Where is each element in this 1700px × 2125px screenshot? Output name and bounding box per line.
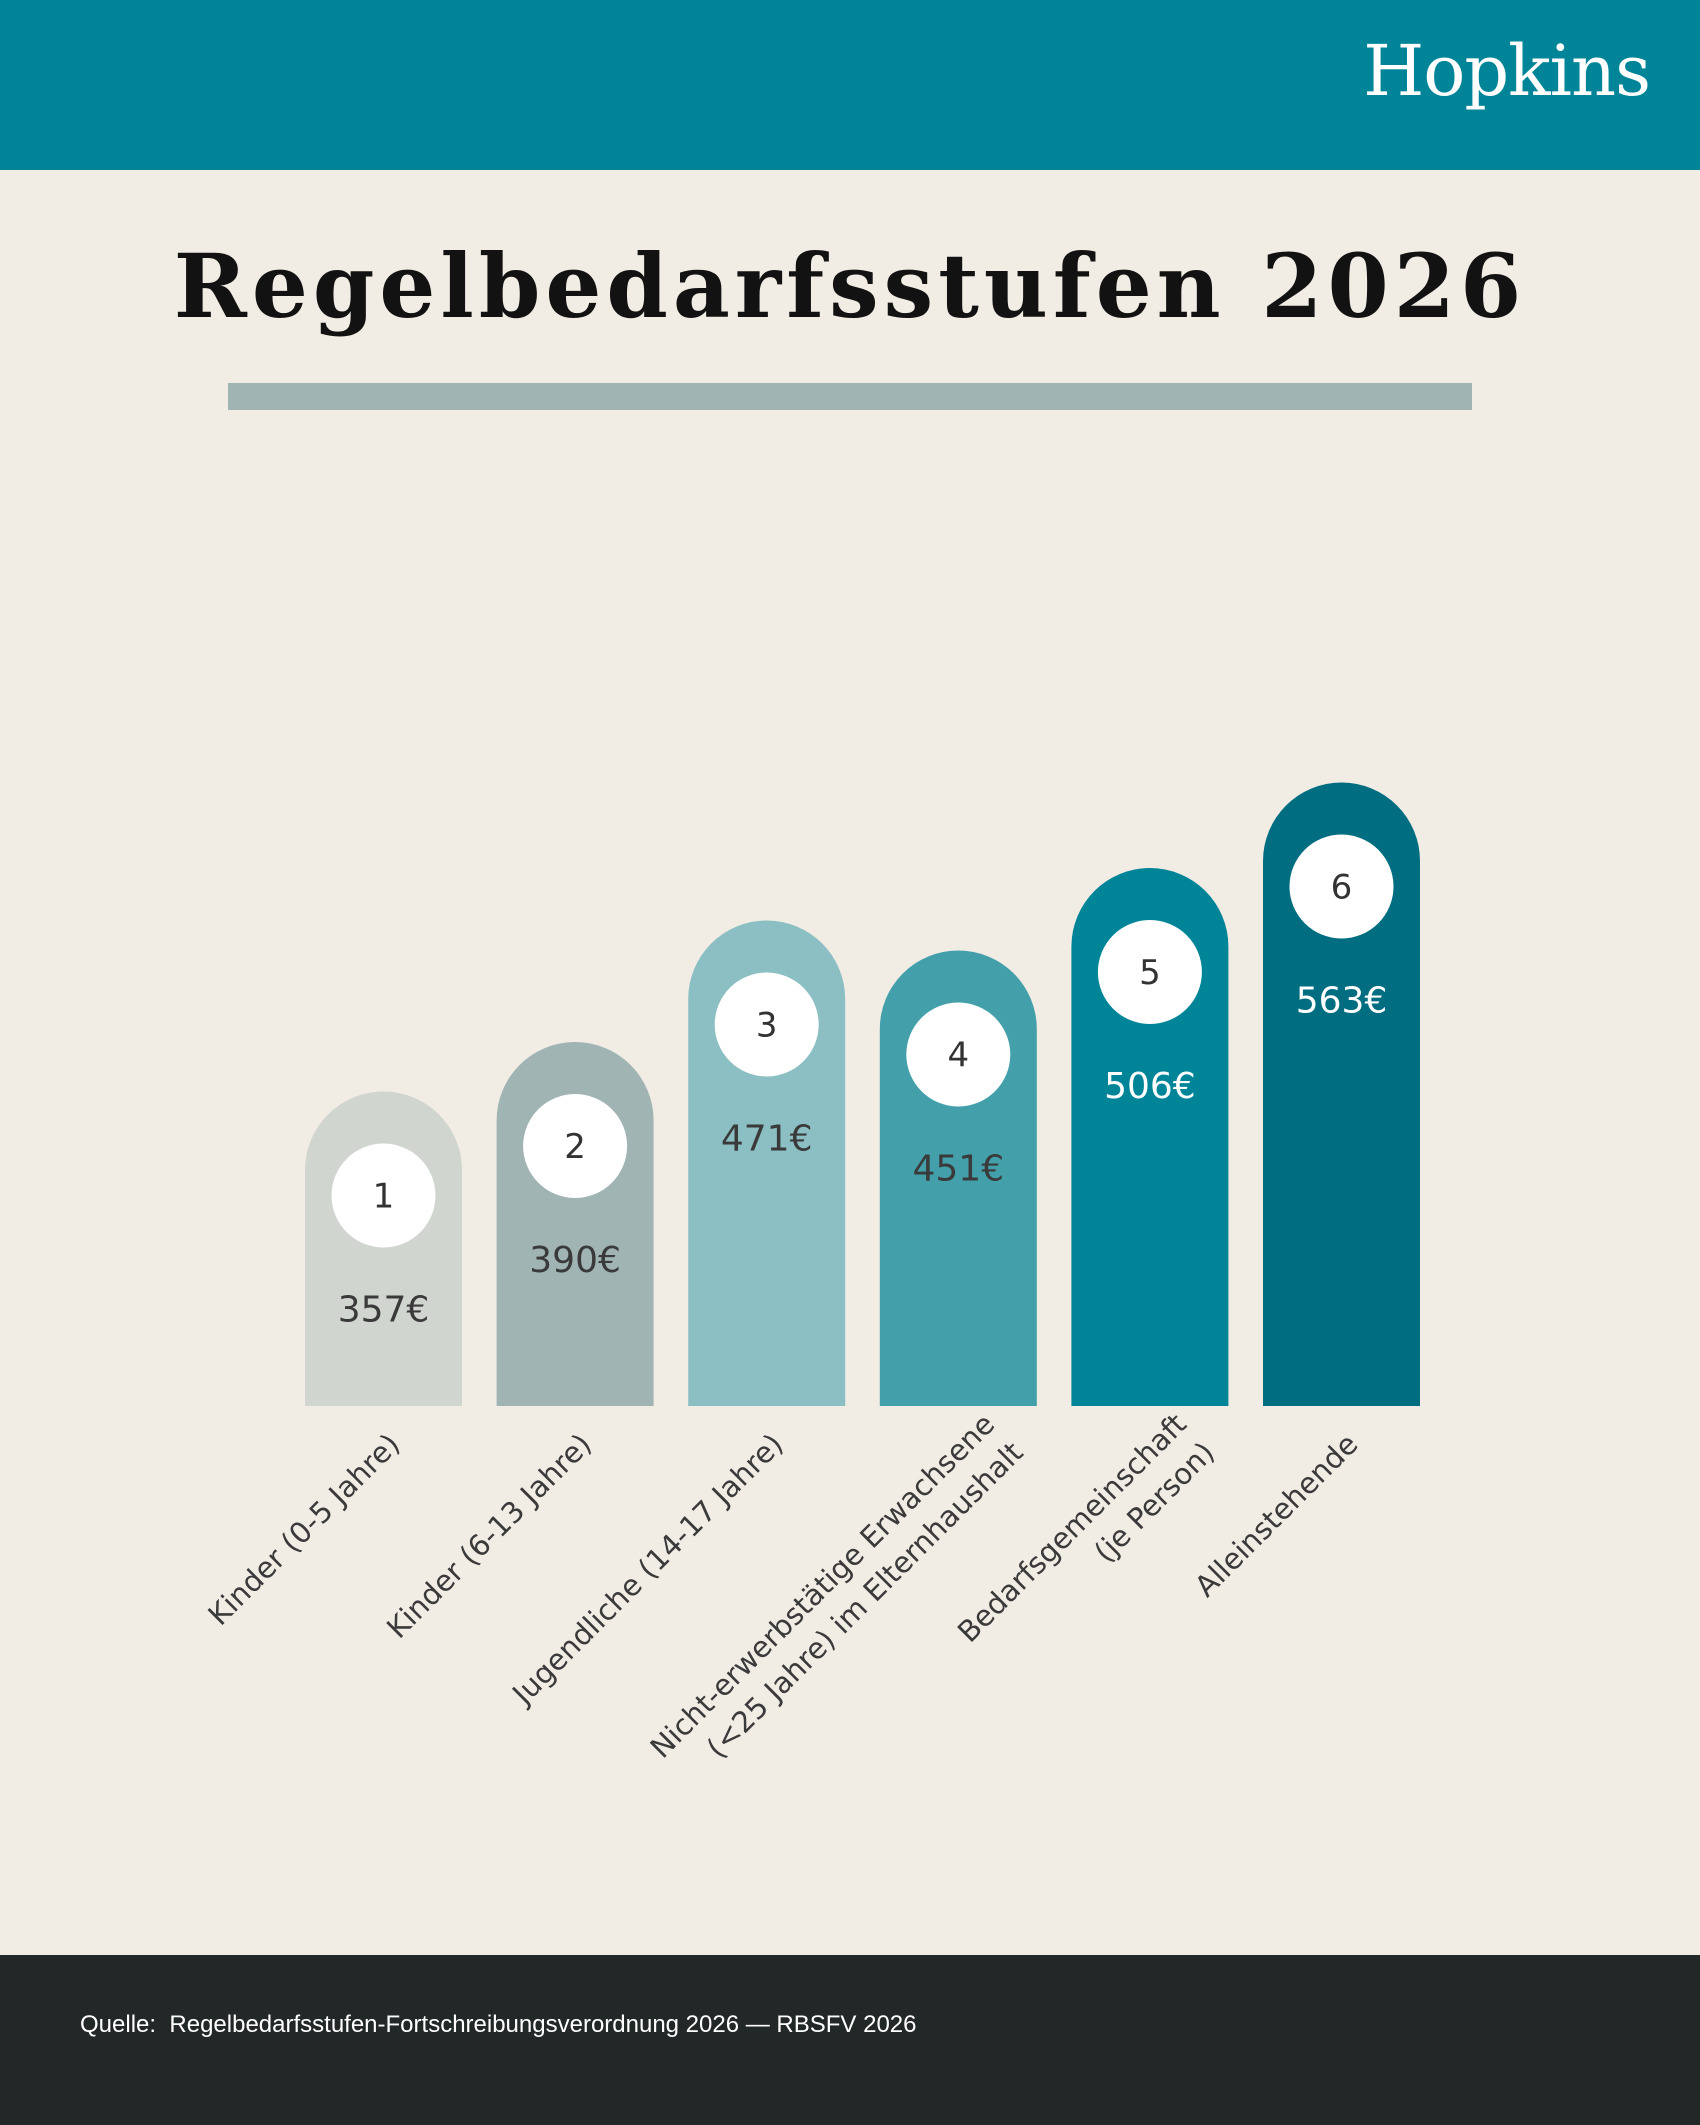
bar-1 <box>305 1091 462 1406</box>
level-number-2: 2 <box>564 1127 586 1167</box>
level-badge-6 <box>1289 834 1394 939</box>
value-label-1: 357€ <box>338 1290 430 1331</box>
hopkins-logo: Hopkins <box>1363 30 1651 112</box>
category-label-4: Nicht-erwerbstätige Erwachsene(<25 Jahre… <box>643 1407 1029 1793</box>
category-label-1: Kinder (0-5 Jahre) <box>201 1427 406 1632</box>
level-badge-2 <box>523 1094 628 1198</box>
level-badge-3 <box>714 972 819 1077</box>
level-number-4: 4 <box>947 1036 969 1076</box>
category-label-2: Kinder (6-13 Jahre) <box>380 1427 598 1645</box>
category-label-5: Bedarfsgemeinschaft(je Person) <box>951 1407 1221 1677</box>
source-label: Quelle: <box>80 2011 157 2038</box>
footer: Quelle: Regelbedarfsstufen-Fortschreibun… <box>0 1955 1700 2125</box>
level-badge-1 <box>331 1143 436 1248</box>
level-number-5: 5 <box>1139 953 1161 993</box>
source-line: Quelle: Regelbedarfsstufen-Fortschreibun… <box>80 2011 916 2039</box>
title-divider <box>228 383 1472 410</box>
level-number-1: 1 <box>373 1177 395 1217</box>
level-badge-4 <box>906 1002 1011 1107</box>
bar-6 <box>1263 782 1420 1406</box>
bar-group-1: 1 357€ Kinder (0-5 Jahre) <box>201 1091 462 1632</box>
bar-chart: 1 357€ Kinder (0-5 Jahre) 2 390€ Kinder (6-13… <box>201 782 1420 1793</box>
source-text: Regelbedarfsstufen-Fortschreibungsverord… <box>169 2011 917 2038</box>
top-banner: Hopkins <box>0 0 1700 170</box>
value-label-5: 506€ <box>1104 1066 1196 1107</box>
value-label-3: 471€ <box>721 1119 813 1160</box>
level-number-3: 3 <box>756 1006 778 1046</box>
value-label-6: 563€ <box>1296 981 1388 1022</box>
value-label-4: 451€ <box>912 1149 1004 1190</box>
value-label-2: 390€ <box>529 1240 621 1281</box>
level-number-6: 6 <box>1331 868 1353 908</box>
page-title: Regelbedarfsstufen 2026 <box>173 234 1527 338</box>
level-badge-5 <box>1097 920 1202 1024</box>
